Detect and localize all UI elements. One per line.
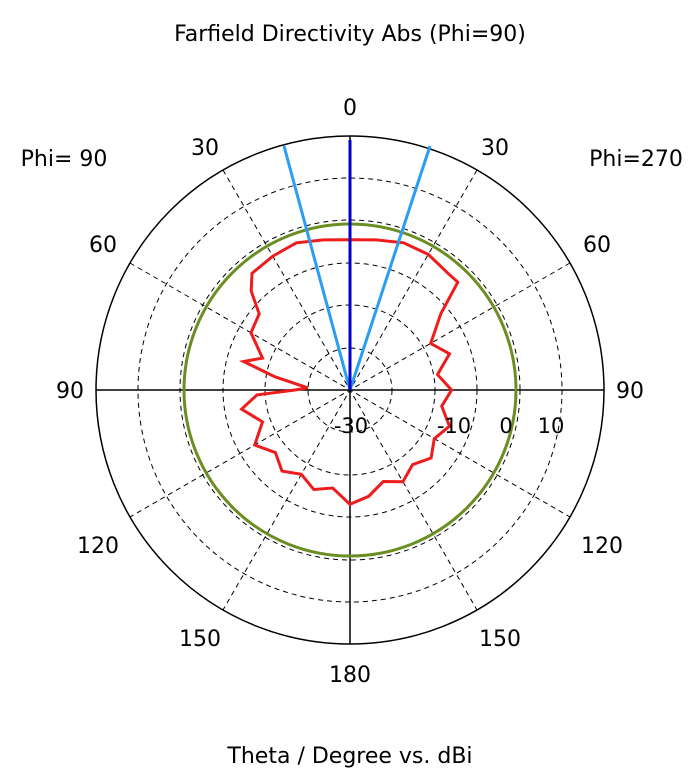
phi-label-left: Phi= 90 bbox=[21, 147, 108, 172]
chart-title: Farfield Directivity Abs (Phi=90) bbox=[174, 22, 526, 47]
beamwidth-line-right bbox=[348, 145, 432, 391]
angle-label-90-left: 90 bbox=[56, 379, 84, 404]
angle-label-60-right: 60 bbox=[583, 233, 611, 258]
angle-label-150-left: 150 bbox=[179, 627, 221, 652]
angle-label-0: 0 bbox=[343, 96, 357, 121]
angle-label-180: 180 bbox=[329, 663, 371, 688]
radial-tick-label: -10 bbox=[437, 414, 471, 438]
angle-label-30-right: 30 bbox=[481, 136, 509, 161]
beamwidth-line-left bbox=[282, 145, 352, 391]
radial-tick-labels: -30 -10 0 10 bbox=[334, 414, 565, 438]
radial-tick-label: -30 bbox=[334, 414, 368, 438]
radial-tick-label: 0 bbox=[499, 414, 512, 438]
radial-tick-label: 10 bbox=[538, 414, 565, 438]
angle-label-30-left: 30 bbox=[191, 136, 219, 161]
angle-label-120-left: 120 bbox=[77, 534, 119, 559]
phi-label-right: Phi=270 bbox=[589, 147, 683, 172]
angle-label-150-right: 150 bbox=[479, 627, 521, 652]
angle-label-90-right: 90 bbox=[616, 379, 644, 404]
angle-label-120-right: 120 bbox=[581, 534, 623, 559]
angle-label-60-left: 60 bbox=[89, 233, 117, 258]
x-axis-label: Theta / Degree vs. dBi bbox=[226, 744, 472, 769]
angle-labels: 0 30 30 Phi= 90 Phi=270 60 60 90 90 120 … bbox=[21, 96, 683, 688]
